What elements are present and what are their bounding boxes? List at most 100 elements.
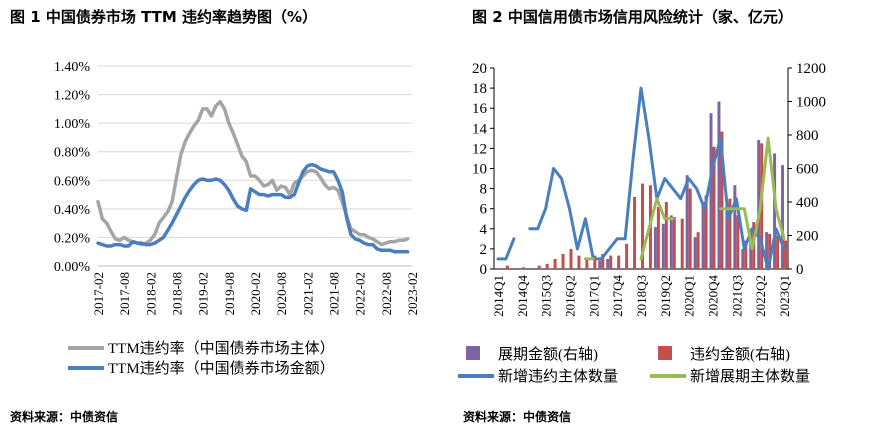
chart2-extension-amount-bar xyxy=(598,260,602,269)
chart1-title: 图 1 中国债券市场 TTM 违约率趋势图（%） xyxy=(10,8,318,26)
chart2-left-tick-label: 0 xyxy=(480,262,488,278)
chart2-right-tick-label: 0 xyxy=(796,262,804,278)
chart2-extension-amount-bar xyxy=(701,202,705,269)
chart2-source: 资料来源：中债资信 xyxy=(463,410,572,424)
chart2-default-amount-bar xyxy=(585,258,589,269)
chart2-default-amount-bar xyxy=(768,233,772,269)
chart2-default-amount-bar xyxy=(736,215,740,269)
chart2-new-extension-entities-line xyxy=(583,136,786,261)
chart2-legend-swatch xyxy=(658,346,672,360)
chart2-default-amount-bar xyxy=(641,183,644,269)
chart2-legend-label: 违约金额(右轴) xyxy=(690,346,790,363)
chart2-extension-amount-bar xyxy=(733,185,737,269)
chart2-svg: 0246810121416182002004006008001000120020… xyxy=(458,61,826,385)
chart2-default-amount-bar xyxy=(577,255,581,269)
chart2-legend-label: 新增展期主体数量 xyxy=(690,368,810,385)
chart2-default-amount-bar xyxy=(545,263,549,269)
chart2-legend-swatch xyxy=(466,346,480,360)
chart2-default-amount-bar xyxy=(696,232,700,269)
chart2-x-tick-label: 2021Q3 xyxy=(729,275,744,317)
chart2-default-amount-bar xyxy=(553,258,557,269)
chart2-right-tick-label: 400 xyxy=(796,195,819,211)
chart2-left-tick-label: 18 xyxy=(472,81,487,97)
chart2-x-tick-label: 2022Q2 xyxy=(753,275,768,317)
chart2-x-tick-label: 2016Q2 xyxy=(562,275,577,317)
chart2-default-amount-bar xyxy=(728,198,732,269)
chart2-x-tick-label: 2014Q4 xyxy=(515,275,530,317)
chart1-x-tick-label: 2017-02 xyxy=(91,272,106,315)
chart2-default-amount-bar xyxy=(688,188,692,269)
chart2-x-tick-label: 2020Q4 xyxy=(706,275,721,317)
chart1-series-entity-line xyxy=(96,99,410,247)
chart2-default-amount-bar xyxy=(561,253,565,269)
chart1-svg: 0.00% 0.20% 0.40% 0.60% 0.80% 1.00% 1.20% 1.40%… xyxy=(54,60,420,377)
chart2-left-tick-label: 14 xyxy=(472,121,488,137)
chart1-x-tick-label: 2023-02 xyxy=(405,272,420,315)
chart2-left-tick-label: 2 xyxy=(480,242,488,258)
chart1-y-tick-label: 0.40% xyxy=(54,203,91,218)
chart2-left-tick-label: 8 xyxy=(480,182,488,198)
chart2-default-amount-bar xyxy=(633,196,637,269)
chart1-x-tick-label: 2017-08 xyxy=(117,272,132,315)
chart1-x-tick-label: 2018-08 xyxy=(170,272,185,315)
chart1-x-tick-label: 2019-08 xyxy=(222,272,237,315)
chart2-extension-amount-bar xyxy=(765,232,769,269)
chart2-left-tick-label: 12 xyxy=(472,141,487,157)
chart1-y-tick-label: 0.80% xyxy=(54,146,91,161)
chart2-default-amount-bar xyxy=(609,255,613,269)
chart2-default-amount-bar xyxy=(712,146,716,269)
chart2-default-amount-bar xyxy=(720,131,724,269)
chart2-extension-amount-bar xyxy=(773,153,777,269)
chart1-x-tick-label: 2022-08 xyxy=(379,272,394,315)
chart1-y-tick-label: 0.60% xyxy=(54,174,91,189)
chart2-left-tick-label: 4 xyxy=(480,222,488,238)
chart2-default-amount-bar xyxy=(617,255,621,269)
chart2-extension-amount-bar xyxy=(781,165,785,269)
chart2-extension-amount-bar xyxy=(693,237,697,269)
chart1-y-tick-label: 1.40% xyxy=(54,60,91,75)
chart2-default-amount-bar xyxy=(776,235,780,269)
chart2-extension-amount-bar xyxy=(669,215,673,269)
chart2-left-tick-label: 16 xyxy=(472,101,488,117)
chart2-right-tick-label: 1200 xyxy=(796,61,826,77)
chart1-y-tick-label: 0.20% xyxy=(54,231,91,246)
chart2-right-tick-label: 800 xyxy=(796,128,819,144)
chart2-right-tick-label: 200 xyxy=(796,229,819,245)
chart1-source: 资料来源：中债资信 xyxy=(10,410,119,424)
chart2-default-amount-bar xyxy=(744,240,748,269)
chart2-default-amount-bar xyxy=(625,243,629,269)
chart1-y-tick-label: 0.00% xyxy=(54,260,91,275)
chart2-left-tick-label: 20 xyxy=(472,61,487,77)
chart2-extension-amount-bar xyxy=(685,175,689,269)
chart1-x-tick-label: 2020-08 xyxy=(274,272,289,315)
chart2-x-tick-label: 2023Q1 xyxy=(777,275,792,317)
chart1-legend-label: TTM违约率（中国债券市场主体） xyxy=(108,340,335,357)
chart1-x-tick-label: 2021-02 xyxy=(300,272,315,315)
chart2-extension-amount-bar xyxy=(717,101,721,269)
chart1-y-tick-label: 1.20% xyxy=(54,89,91,104)
chart2-legend-label: 展期金额(右轴) xyxy=(498,346,598,363)
chart2-extension-amount-bar xyxy=(709,113,713,269)
chart1-x-tick-label: 2021-08 xyxy=(327,272,342,315)
chart2-x-tick-label: 2018Q3 xyxy=(634,275,649,317)
chart2-x-tick-label: 2015Q3 xyxy=(539,275,554,317)
chart2-default-amount-bar xyxy=(672,217,676,269)
chart2-legend-label: 新增违约主体数量 xyxy=(498,368,618,385)
chart1-x-tick-label: 2019-02 xyxy=(196,272,211,315)
chart2-extension-amount-bar xyxy=(653,227,657,269)
chart2-x-tick-label: 2020Q1 xyxy=(682,275,697,317)
chart1-series-amount-line xyxy=(96,162,410,254)
chart2-extension-amount-bar xyxy=(661,223,665,269)
chart1-legend-label: TTM违约率（中国债券市场金额） xyxy=(108,360,335,377)
chart2-default-amount-bar xyxy=(656,207,660,269)
chart2-extension-amount-bar xyxy=(725,205,729,269)
chart2-default-amount-bar xyxy=(664,202,668,269)
chart2-default-amount-bar xyxy=(601,253,605,269)
chart2-default-amount-bar xyxy=(593,255,597,269)
chart1-x-tick-label: 2022-02 xyxy=(353,272,368,315)
chart2-right-tick-label: 600 xyxy=(796,162,819,178)
chart2-default-amount-bar xyxy=(680,218,684,269)
chart2-title: 图 2 中国信用债市场信用风险统计（家、亿元） xyxy=(472,8,793,26)
chart1-x-tick-label: 2020-02 xyxy=(248,272,263,315)
chart2-extension-amount-bar xyxy=(606,258,610,269)
